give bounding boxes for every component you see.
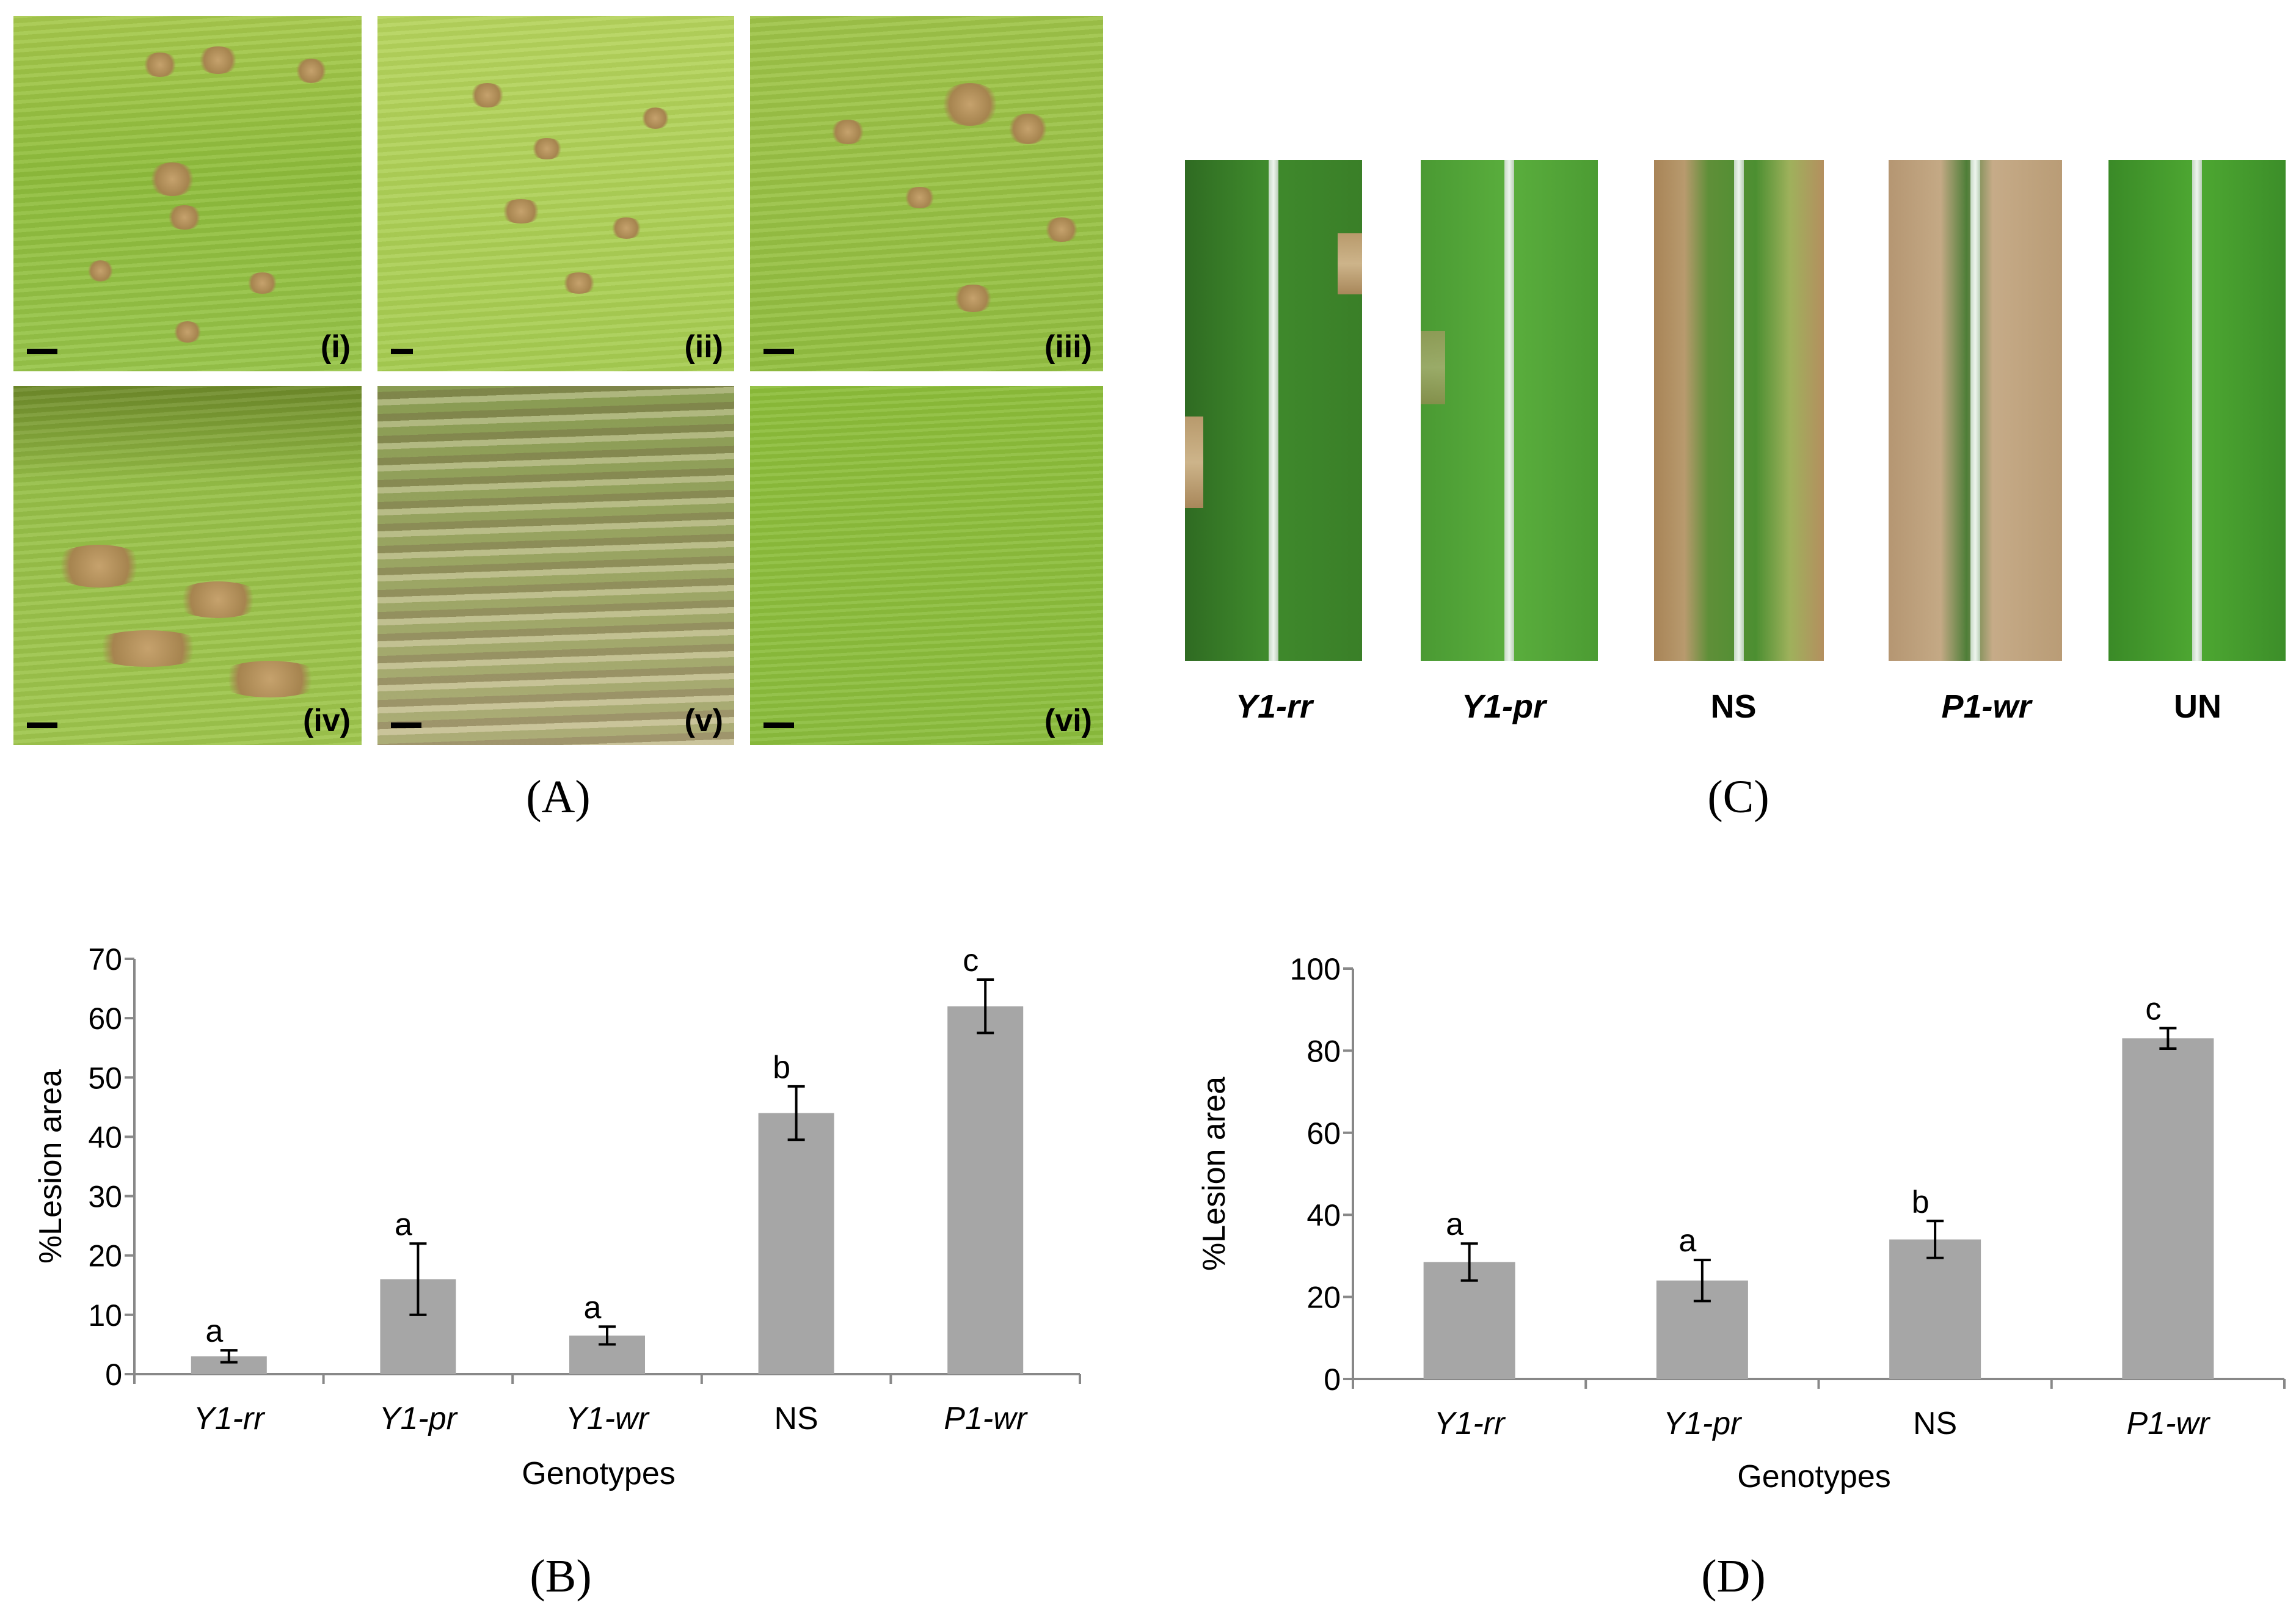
significance-letter: b	[773, 1050, 790, 1085]
leaf-strip-p1-wr	[1889, 160, 2062, 661]
scale-bar	[391, 349, 413, 354]
x-category-label: P1-wr	[944, 1401, 1028, 1436]
leaf-photo-i: (i)	[13, 16, 362, 371]
y-tick-label: 20	[1307, 1281, 1341, 1315]
bar	[1889, 1239, 1981, 1379]
bar	[758, 1113, 834, 1374]
strip-label-y1-pr: Y1-pr	[1461, 688, 1547, 725]
y-tick-label: 50	[88, 1061, 122, 1095]
photo-tag: (i)	[320, 329, 351, 365]
significance-letter: c	[963, 943, 979, 978]
strip-label-p1-wr: P1-wr	[1941, 688, 2032, 725]
x-axis-title: Genotypes	[522, 1456, 676, 1491]
significance-letter: a	[1678, 1223, 1696, 1259]
panel-label-b: (B)	[530, 1551, 592, 1602]
panel-label-a: (A)	[526, 771, 591, 823]
y-tick-label: 20	[88, 1239, 122, 1273]
x-category-label: Y1-rr	[1434, 1406, 1506, 1441]
strip-label-ns: NS	[1710, 688, 1757, 725]
y-tick-label: 30	[88, 1180, 122, 1214]
leaf-photo-vi: (vi)	[750, 386, 1103, 745]
y-tick-label: 70	[88, 942, 122, 977]
scale-bar	[391, 722, 421, 728]
leaf-strip-ns	[1654, 160, 1824, 661]
strip-label-un: UN	[2174, 688, 2221, 725]
significance-letter: a	[395, 1207, 412, 1242]
scale-bar	[764, 722, 794, 728]
y-tick-label: 60	[1307, 1116, 1341, 1151]
bar	[947, 1006, 1024, 1374]
leaf-photo-iv: (iv)	[13, 386, 362, 745]
y-tick-label: 40	[1307, 1198, 1341, 1232]
y-tick-label: 0	[1324, 1363, 1341, 1397]
y-axis-title: %Lesion area	[33, 1069, 68, 1264]
photo-tag: (iii)	[1044, 329, 1092, 365]
significance-letter: a	[584, 1290, 602, 1325]
x-category-label: Y1-wr	[566, 1401, 650, 1436]
leaf-photo-iii: (iii)	[750, 16, 1103, 371]
scale-bar	[764, 349, 794, 354]
leaf-photo-v: (v)	[377, 386, 734, 745]
x-category-label: Y1-pr	[379, 1401, 459, 1436]
significance-letter: c	[2145, 991, 2161, 1027]
y-tick-label: 0	[105, 1358, 122, 1392]
bar	[2122, 1038, 2214, 1379]
significance-letter: a	[205, 1314, 223, 1349]
panel-label-d: (D)	[1701, 1551, 1766, 1602]
y-tick-label: 80	[1307, 1034, 1341, 1068]
chart-d: 0 20 40 60 80 100 a Y1-rr a Y1-pr b NS c P1-wr Genotyp…	[1197, 952, 2286, 1494]
leaf-strip-y1-rr	[1185, 160, 1362, 661]
x-category-label: NS	[1913, 1406, 1957, 1441]
x-category-label: P1-wr	[2126, 1406, 2210, 1441]
x-category-label: Y1-rr	[194, 1401, 266, 1436]
photo-tag: (vi)	[1044, 703, 1092, 738]
scale-bar	[27, 722, 57, 728]
y-tick-label: 10	[88, 1298, 122, 1333]
leaf-strip-un	[2108, 160, 2286, 661]
y-tick-label: 60	[88, 1002, 122, 1036]
y-tick-label: 100	[1290, 952, 1341, 986]
photo-tag: (iv)	[303, 703, 351, 738]
photo-tag: (ii)	[684, 329, 723, 365]
significance-letter: a	[1446, 1207, 1463, 1242]
leaf-strip-y1-pr	[1421, 160, 1598, 661]
leaf-photo-ii: (ii)	[377, 16, 734, 371]
chart-b: 0 10 20 30 40 50 60 70 a Y1-rr a Y1-pr a Y1-wr b NS c P1-…	[33, 942, 1081, 1491]
panel-label-c: (C)	[1707, 771, 1769, 823]
x-category-label: NS	[774, 1401, 818, 1436]
x-axis-title: Genotypes	[1737, 1459, 1891, 1494]
significance-letter: b	[1912, 1184, 1930, 1220]
y-axis-title: %Lesion area	[1197, 1077, 1232, 1271]
strip-label-y1-rr: Y1-rr	[1235, 688, 1313, 725]
scale-bar	[27, 349, 57, 354]
y-tick-label: 40	[88, 1120, 122, 1154]
x-category-label: Y1-pr	[1663, 1406, 1743, 1441]
photo-tag: (v)	[684, 703, 723, 738]
